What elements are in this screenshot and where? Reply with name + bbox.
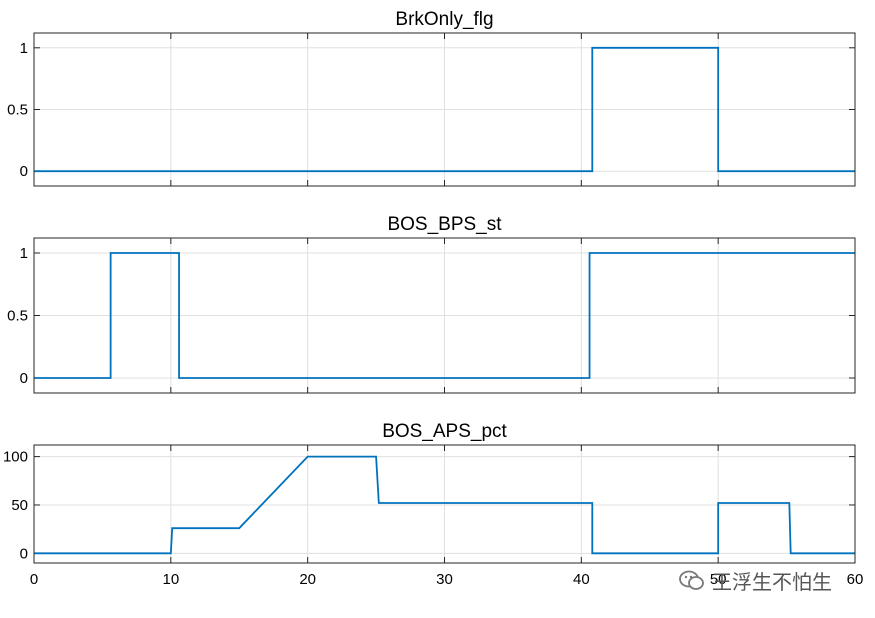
series-line xyxy=(34,252,855,379)
chart-title: BOS_BPS_st xyxy=(387,214,502,235)
y-tick-label: 50 xyxy=(11,497,28,514)
watermark: 王浮生不怕生 xyxy=(678,566,832,595)
chart-title: BrkOnly_flg xyxy=(395,9,493,30)
x-tick-label: 50 xyxy=(710,571,727,588)
watermark-text: 王浮生不怕生 xyxy=(712,570,832,594)
y-tick-label: 1 xyxy=(20,245,28,262)
axes-box xyxy=(33,32,856,187)
y-tick-label: 0 xyxy=(20,545,28,562)
y-tick-label: 0.5 xyxy=(7,102,28,119)
y-tick-label: 100 xyxy=(3,449,28,466)
axes-box xyxy=(33,444,856,564)
x-tick-label: 0 xyxy=(30,571,38,588)
y-tick-label: 0.5 xyxy=(7,308,28,325)
chart-title: BOS_APS_pct xyxy=(382,421,507,442)
x-tick-label: 40 xyxy=(573,571,590,588)
axes-box xyxy=(33,237,856,394)
wechat-bubble-icon xyxy=(679,570,704,590)
x-tick-label: 10 xyxy=(162,571,179,588)
series-line xyxy=(34,46,855,173)
y-tick-label: 0 xyxy=(20,370,28,387)
series-line xyxy=(34,455,855,555)
y-tick-label: 1 xyxy=(20,40,28,57)
x-tick-label: 30 xyxy=(436,571,453,588)
x-tick-label: 20 xyxy=(299,571,316,588)
x-tick-label: 60 xyxy=(847,571,864,588)
y-tick-label: 0 xyxy=(20,163,28,180)
